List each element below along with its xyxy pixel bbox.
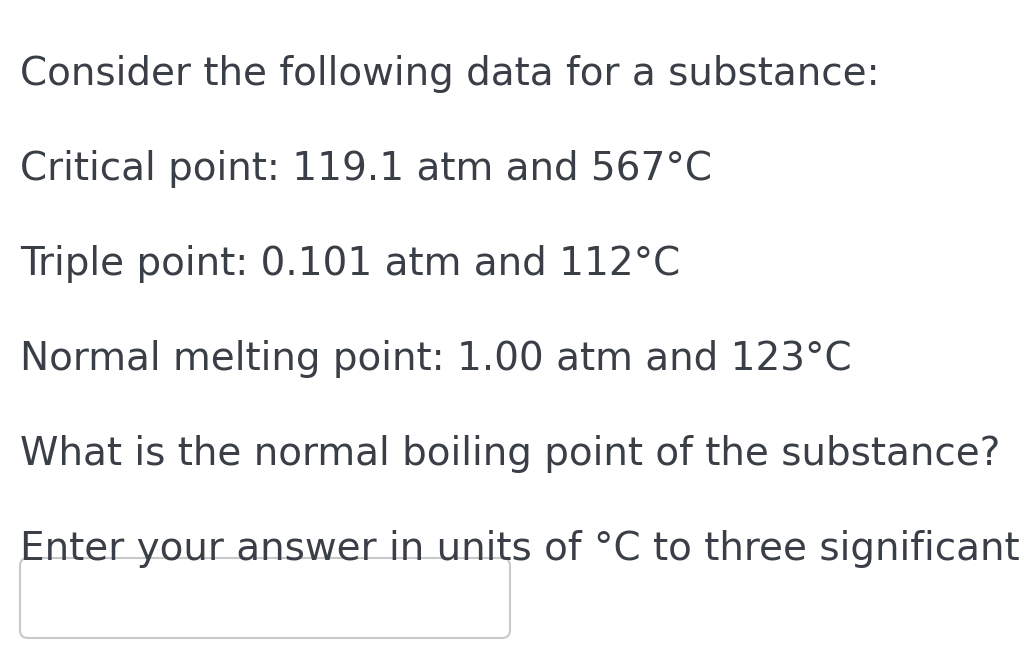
Text: Enter your answer in units of °C to three significant figures.: Enter your answer in units of °C to thre… — [20, 530, 1024, 568]
Text: What is the normal boiling point of the substance?: What is the normal boiling point of the … — [20, 435, 1000, 473]
Text: Critical point: 119.1 atm and 567°C: Critical point: 119.1 atm and 567°C — [20, 150, 712, 188]
Text: Triple point: 0.101 atm and 112°C: Triple point: 0.101 atm and 112°C — [20, 245, 680, 283]
Text: Consider the following data for a substance:: Consider the following data for a substa… — [20, 55, 880, 93]
FancyBboxPatch shape — [20, 558, 510, 638]
Text: Normal melting point: 1.00 atm and 123°C: Normal melting point: 1.00 atm and 123°C — [20, 340, 852, 378]
